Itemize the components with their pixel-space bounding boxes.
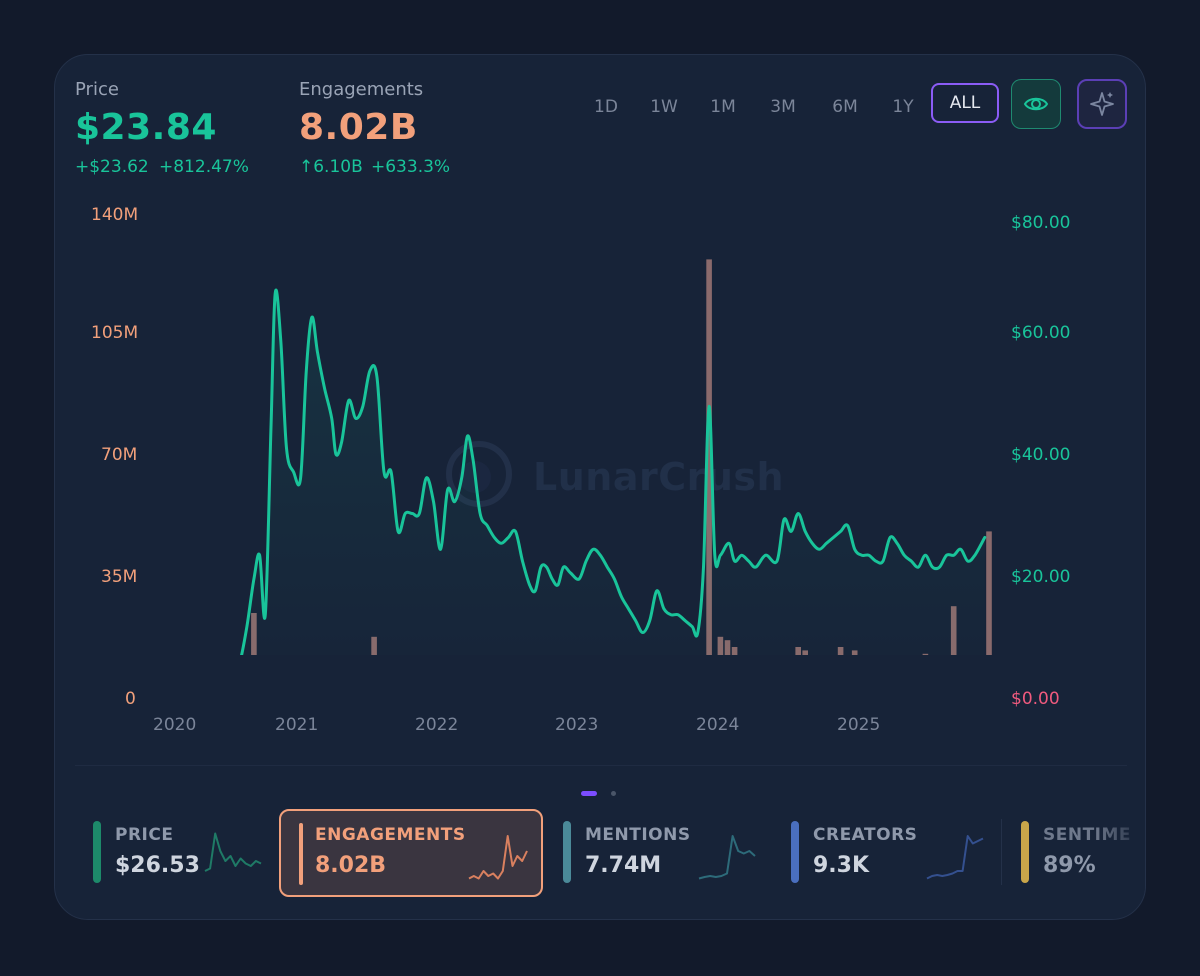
toggle-visibility-button[interactable] bbox=[1011, 79, 1061, 129]
sparkline-path bbox=[698, 835, 756, 880]
price-line bbox=[240, 288, 987, 655]
metric-title: PRICE bbox=[115, 825, 174, 845]
engagements-change-abs: ↑6.10B bbox=[299, 157, 363, 177]
price-change-abs: +$23.62 bbox=[75, 157, 149, 177]
eye-icon bbox=[1023, 97, 1049, 111]
engagements-value: 8.02B bbox=[299, 107, 418, 148]
sparkline-path bbox=[926, 835, 984, 880]
metric-card-engagements[interactable]: ENGAGEMENTS 8.02B bbox=[279, 809, 543, 897]
x-axis-tick: 2020 bbox=[153, 715, 197, 735]
price-area bbox=[241, 290, 985, 655]
x-axis-tick: 2023 bbox=[555, 715, 599, 735]
metric-color-bar bbox=[563, 821, 571, 883]
sparkline-path bbox=[204, 832, 262, 872]
ai-insights-button[interactable] bbox=[1077, 79, 1127, 129]
sparkle-icon bbox=[1090, 92, 1114, 116]
price-change-pct: +812.47% bbox=[159, 157, 249, 177]
timeframe-1m-button[interactable]: 1M bbox=[710, 97, 736, 117]
metric-divider bbox=[1001, 819, 1002, 885]
watermark-text: LunarCrush bbox=[533, 455, 785, 499]
left-axis-tick: 105M bbox=[91, 323, 139, 343]
pager-dot-active[interactable] bbox=[581, 791, 597, 796]
metric-color-bar bbox=[93, 821, 101, 883]
metric-title: MENTIONS bbox=[585, 825, 691, 845]
pager-dot[interactable] bbox=[611, 791, 616, 796]
price-value: $23.84 bbox=[75, 107, 217, 148]
metric-value: 7.74M bbox=[585, 853, 662, 878]
metric-card-creators[interactable]: CREATORS 9.3K bbox=[791, 807, 991, 895]
sparkline-path bbox=[468, 835, 528, 880]
metric-color-bar bbox=[1021, 821, 1029, 883]
left-axis-tick: 35M bbox=[101, 567, 138, 587]
price-label: Price bbox=[75, 79, 119, 100]
engagement-bar bbox=[986, 531, 992, 655]
metric-value: 8.02B bbox=[315, 853, 387, 878]
chart-bottom-divider bbox=[75, 765, 1127, 766]
metric-value: 9.3K bbox=[813, 853, 870, 878]
main-chart[interactable] bbox=[55, 55, 1146, 655]
metric-title: ENGAGEMENTS bbox=[315, 825, 466, 845]
metric-card-mentions[interactable]: MENTIONS 7.74M bbox=[563, 807, 763, 895]
metric-value: 89% bbox=[1043, 853, 1096, 878]
metric-sparkline bbox=[926, 835, 984, 880]
metric-color-bar bbox=[791, 821, 799, 883]
right-axis-tick: $0.00 bbox=[1011, 689, 1060, 709]
right-axis-tick: $80.00 bbox=[1011, 213, 1071, 233]
metric-sparkline bbox=[204, 832, 262, 872]
right-axis-tick: $20.00 bbox=[1011, 567, 1071, 587]
left-axis-tick: 140M bbox=[91, 205, 139, 225]
metric-sparkline bbox=[698, 835, 756, 880]
engagements-label: Engagements bbox=[299, 79, 424, 100]
x-axis-tick: 2025 bbox=[837, 715, 881, 735]
metrics-fade bbox=[1095, 807, 1145, 895]
x-axis-tick: 2022 bbox=[415, 715, 459, 735]
timeframe-1d-button[interactable]: 1D bbox=[594, 97, 618, 117]
metric-value: $26.53 bbox=[115, 853, 200, 878]
timeframe-6m-button[interactable]: 6M bbox=[832, 97, 858, 117]
chart-card: Price $23.84 +$23.62 +812.47% Engagement… bbox=[54, 54, 1146, 920]
timeframe-all-button[interactable]: ALL bbox=[931, 83, 999, 123]
timeframe-3m-button[interactable]: 3M bbox=[770, 97, 796, 117]
engagements-change-pct: +633.3% bbox=[371, 157, 451, 177]
timeframe-1w-button[interactable]: 1W bbox=[650, 97, 678, 117]
left-axis-tick: 70M bbox=[101, 445, 138, 465]
right-axis-tick: $40.00 bbox=[1011, 445, 1071, 465]
x-axis-tick: 2024 bbox=[696, 715, 740, 735]
x-axis-tick: 2021 bbox=[275, 715, 319, 735]
metric-sparkline bbox=[468, 835, 528, 880]
metric-color-bar bbox=[299, 823, 303, 885]
left-axis-tick: 0 bbox=[125, 689, 136, 709]
timeframe-1y-button[interactable]: 1Y bbox=[892, 97, 914, 117]
metric-title: CREATORS bbox=[813, 825, 918, 845]
right-axis-tick: $60.00 bbox=[1011, 323, 1071, 343]
metric-card-price[interactable]: PRICE $26.53 bbox=[93, 807, 273, 895]
